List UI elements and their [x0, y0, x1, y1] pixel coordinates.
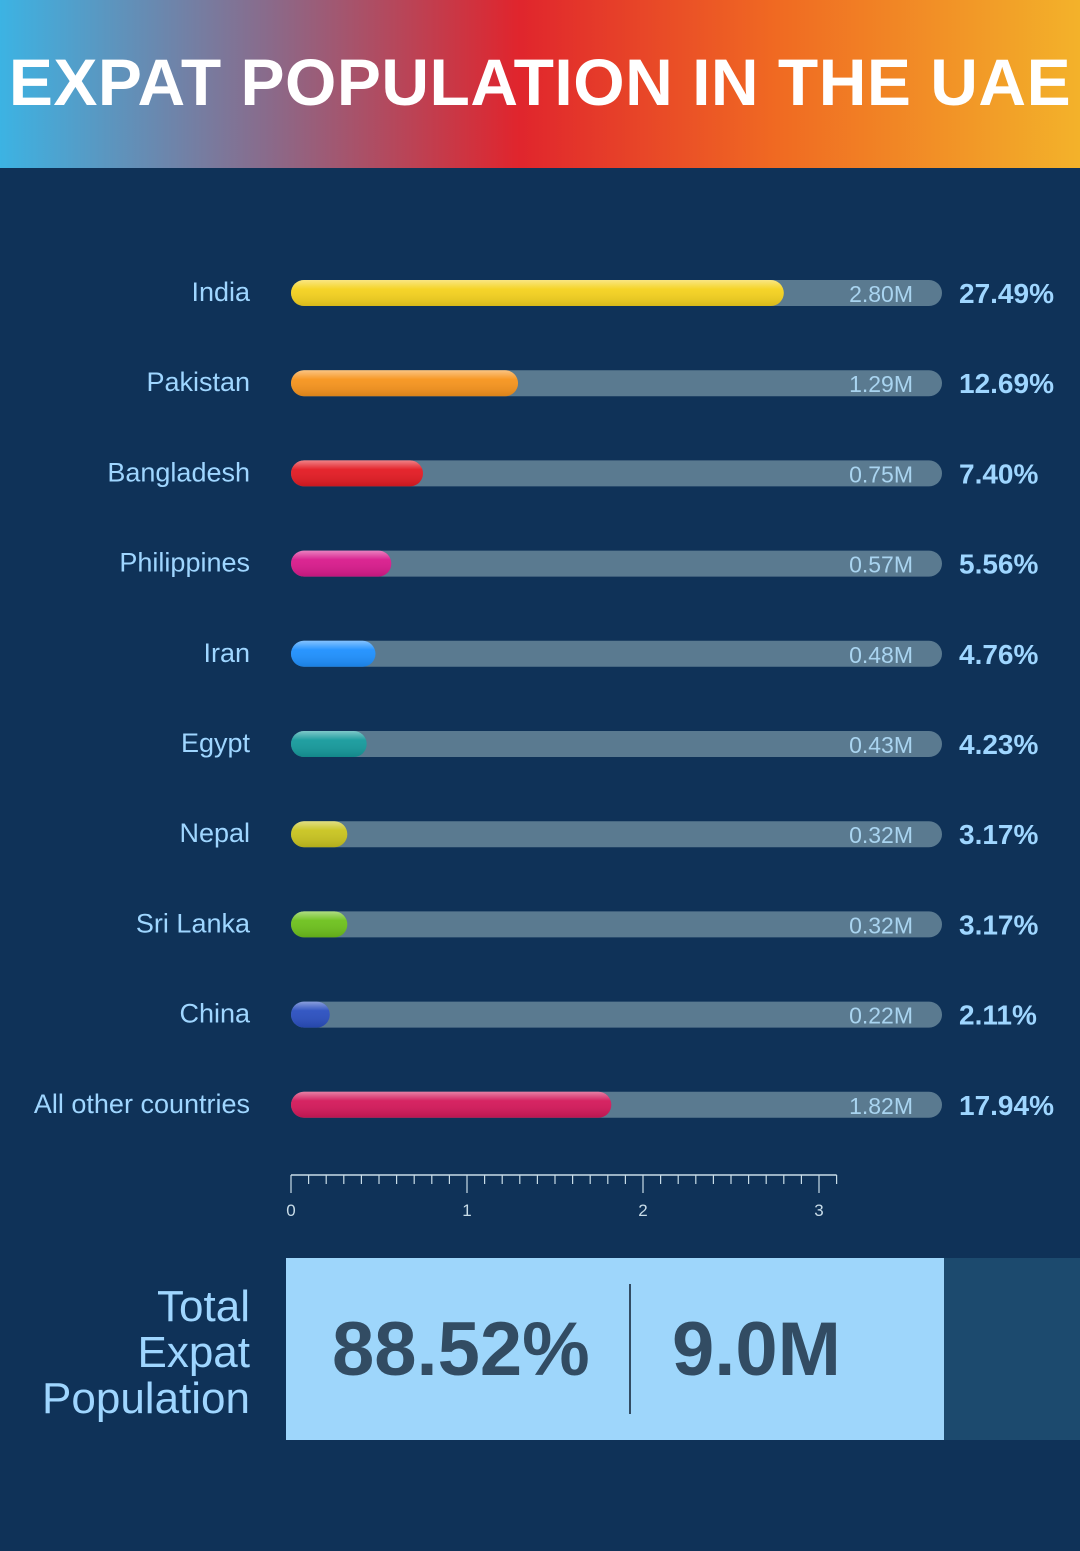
x-tick-label-1: 1 — [462, 1201, 471, 1220]
total-label-line-1: Total — [157, 1282, 250, 1331]
bar-highlight-china — [291, 1001, 330, 1028]
bar-chart: India 2.80M 27.49% Pakistan 1.29M 12.69% Bangl… — [34, 277, 1054, 1220]
percent-label-egypt: 4.23% — [959, 729, 1038, 760]
value-label-nepal: 0.32M — [849, 822, 913, 848]
category-label-iran: Iran — [203, 638, 250, 668]
value-label-iran: 0.48M — [849, 642, 913, 668]
bar-highlight-india — [291, 280, 784, 306]
x-tick-label-3: 3 — [814, 1201, 823, 1220]
category-label-philippines: Philippines — [119, 548, 250, 578]
total-divider — [629, 1284, 631, 1414]
bar-highlight-pakistan — [291, 370, 519, 397]
category-label-pakistan: Pakistan — [146, 367, 250, 397]
value-label-bangladesh: 0.75M — [849, 461, 913, 487]
category-label-bangladesh: Bangladesh — [107, 457, 250, 487]
category-label-all-other-countries: All other countries — [34, 1089, 250, 1119]
value-label-pakistan: 1.29M — [849, 371, 913, 397]
bar-highlight-all-other-countries — [291, 1091, 612, 1118]
bar-track-sri-lanka — [291, 911, 942, 938]
bar-track-china — [291, 1001, 942, 1028]
total-label: Total Expat Population — [20, 1284, 250, 1422]
percent-label-sri-lanka: 3.17% — [959, 909, 1038, 940]
percent-label-nepal: 3.17% — [959, 819, 1038, 850]
bar-track-philippines — [291, 550, 942, 577]
category-label-india: India — [191, 277, 251, 307]
percent-label-china: 2.11% — [959, 1000, 1037, 1031]
bar-highlight-bangladesh — [291, 460, 423, 487]
bar-highlight-nepal — [291, 821, 348, 848]
value-label-all-other-countries: 1.82M — [849, 1093, 913, 1119]
percent-label-india: 27.49% — [959, 278, 1054, 309]
percent-label-iran: 4.76% — [959, 639, 1038, 670]
category-label-china: China — [179, 999, 251, 1029]
bar-track-nepal — [291, 821, 942, 848]
x-tick-label-0: 0 — [286, 1201, 295, 1220]
total-count: 9.0M — [672, 1307, 841, 1392]
header-banner: EXPAT POPULATION IN THE UAE — [0, 0, 1080, 168]
bar-highlight-philippines — [291, 550, 392, 577]
total-box-accent — [944, 1258, 1080, 1440]
category-label-sri-lanka: Sri Lanka — [136, 908, 251, 938]
page-title: EXPAT POPULATION IN THE UAE — [8, 45, 1072, 119]
value-label-philippines: 0.57M — [849, 552, 913, 578]
value-label-china: 0.22M — [849, 1003, 913, 1029]
bar-highlight-sri-lanka — [291, 911, 348, 938]
total-summary-box: 88.52% 9.0M — [286, 1258, 944, 1440]
value-label-sri-lanka: 0.32M — [849, 912, 913, 938]
percent-label-bangladesh: 7.40% — [959, 458, 1038, 489]
bar-track-egypt — [291, 731, 942, 757]
bar-track-bangladesh — [291, 460, 942, 487]
bar-highlight-iran — [291, 640, 376, 667]
category-label-nepal: Nepal — [179, 818, 250, 848]
percent-label-pakistan: 12.69% — [959, 368, 1054, 399]
total-label-line-3: Population — [42, 1374, 250, 1423]
value-label-india: 2.80M — [849, 281, 913, 307]
total-label-line-2: Expat — [137, 1328, 250, 1377]
bar-highlight-egypt — [291, 731, 367, 757]
total-percent: 88.52% — [332, 1307, 590, 1392]
category-label-egypt: Egypt — [181, 728, 251, 758]
percent-label-all-other-countries: 17.94% — [959, 1090, 1054, 1121]
bar-track-iran — [291, 640, 942, 667]
percent-label-philippines: 5.56% — [959, 549, 1038, 580]
value-label-egypt: 0.43M — [849, 732, 913, 758]
x-tick-label-2: 2 — [638, 1201, 647, 1220]
